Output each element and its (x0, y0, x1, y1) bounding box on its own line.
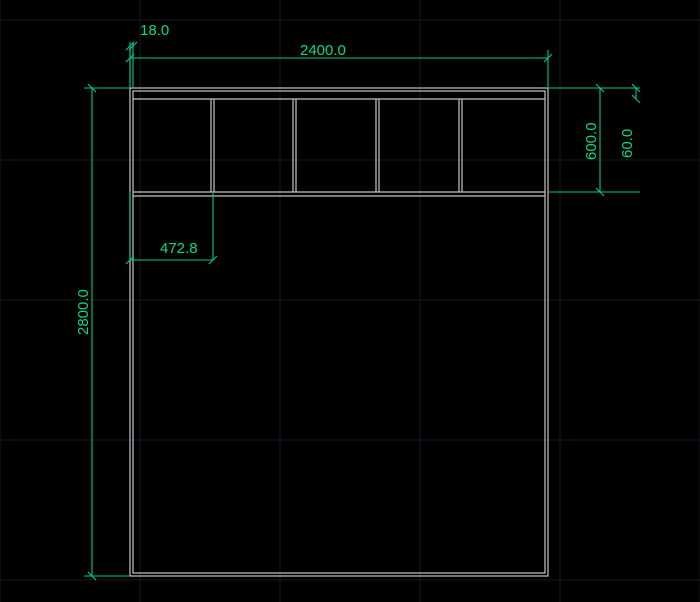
canvas-background (0, 0, 700, 602)
dim-top-600: 600.0 (583, 122, 600, 160)
dim-detail-60: 60.0 (619, 129, 636, 158)
dim-height-2800: 2800.0 (75, 289, 92, 335)
dim-bay-472: 472.8 (160, 240, 198, 257)
dim-thickness-18: 18.0 (140, 22, 169, 39)
dim-width-2400: 2400.0 (300, 42, 346, 59)
cad-viewport[interactable]: 2400.0 18.0 2800.0 600.0 60.0 472.8 (0, 0, 700, 602)
